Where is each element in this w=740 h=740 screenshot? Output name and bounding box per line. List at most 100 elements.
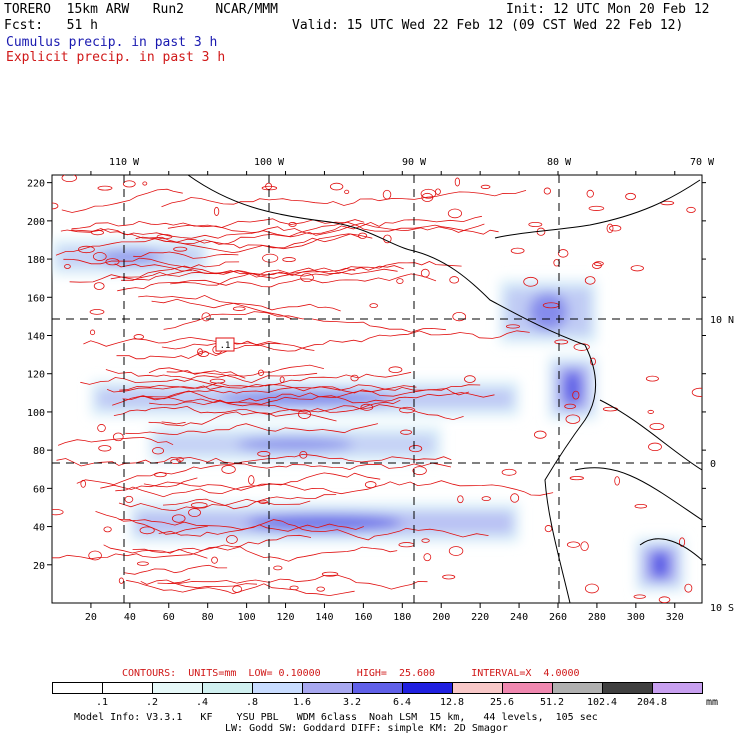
contour-cell-86	[658, 596, 671, 603]
colorbar-cell-0	[52, 682, 103, 694]
contour-cell-81	[197, 350, 209, 357]
contour-line-29	[118, 498, 311, 511]
contour-cell-137	[232, 585, 243, 593]
x-tick-label-6: 140	[315, 612, 333, 623]
contour-cell-37	[442, 574, 456, 580]
contour-cell-38	[544, 525, 553, 533]
contour-cell-0	[136, 561, 149, 566]
contour-cell-12	[505, 324, 520, 329]
contour-cell-42	[360, 403, 374, 411]
contour-cell-21	[584, 583, 599, 594]
contour-line-54	[143, 477, 198, 488]
contour-cell-10	[64, 264, 71, 269]
contour-line-2	[80, 371, 412, 389]
contours-info: CONTOURS: UNITS=mm LOW= 0.10000 HIGH= 25…	[122, 668, 580, 679]
contour-line-15	[162, 494, 337, 510]
y-tick-label-5: 120	[27, 370, 45, 381]
contour-cell-116	[400, 429, 412, 435]
colorbar-cell-4	[252, 682, 303, 694]
contour-cell-57	[686, 206, 696, 213]
colorbar-label-5: 3.2	[342, 697, 362, 708]
contour-cell-59	[133, 334, 145, 340]
contour-cell-85	[420, 188, 437, 199]
y-tick-label-8: 180	[27, 255, 45, 266]
colorbar-label-0: .1	[95, 697, 109, 708]
contour-cell-114	[630, 265, 644, 272]
contour-line-24	[52, 546, 398, 562]
x-tick-label-13: 280	[588, 612, 606, 623]
contour-cell-121	[211, 556, 218, 564]
contour-cell-76	[584, 276, 596, 285]
contour-line-41	[138, 294, 341, 312]
contour-cell-52	[248, 475, 255, 485]
contour-cell-75	[408, 445, 423, 453]
contour-cell-82	[209, 378, 226, 384]
physics-info: LW: Godd SW: Goddard DIFF: simple KM: 2D…	[225, 723, 508, 734]
contour-line-44	[125, 423, 378, 436]
x-tick-label-7: 160	[354, 612, 372, 623]
y-tick-label-6: 140	[27, 332, 45, 343]
contour-cell-14	[122, 180, 136, 188]
precip-core-6	[528, 292, 568, 331]
contour-line-23	[135, 222, 485, 245]
x-tick-label-11: 240	[510, 612, 528, 623]
precip-core-0	[219, 390, 391, 407]
contour-cell-55	[481, 496, 491, 502]
contour-cell-80	[423, 553, 432, 562]
contour-cell-136	[321, 571, 339, 577]
contour-line-47	[148, 411, 337, 427]
contour-cell-17	[565, 414, 581, 424]
contour-cell-135	[457, 495, 464, 504]
contour-cell-53	[112, 432, 124, 442]
contour-cell-77	[52, 508, 64, 516]
contour-line-8	[161, 421, 186, 425]
contour-line-43	[100, 480, 554, 496]
contour-cell-117	[152, 447, 165, 455]
contour-line-17	[103, 544, 208, 559]
precip-core-4	[562, 368, 583, 408]
contour-line-37	[167, 578, 191, 584]
contour-cell-54	[396, 278, 404, 284]
contour-line-10	[132, 534, 312, 553]
contour-line-31	[83, 330, 530, 352]
contour-cell-132	[647, 409, 654, 414]
contour-cell-33	[569, 476, 584, 481]
contour-cell-139	[103, 526, 112, 533]
contour-cell-128	[633, 594, 646, 599]
lon-label-2: 90 W	[402, 157, 427, 168]
contour-cell-127	[412, 466, 427, 476]
contour-line-35	[157, 574, 428, 590]
contour-line-11	[167, 215, 482, 235]
contour-cell-34	[61, 175, 78, 183]
y-tick-label-3: 80	[33, 446, 45, 457]
x-tick-label-12: 260	[549, 612, 567, 623]
contour-cell-46	[572, 390, 580, 400]
colorbar-label-10: 102.4	[586, 697, 618, 708]
contour-cell-11	[448, 546, 464, 556]
contour-line-20	[116, 342, 315, 360]
contour-cell-99	[282, 257, 296, 263]
colorbar-cell-3	[202, 682, 253, 694]
contour-line-45	[118, 519, 208, 535]
contour-cell-58	[257, 451, 271, 457]
contour-cell-105	[625, 192, 636, 201]
contour-cell-23	[297, 409, 312, 419]
contour-cell-30	[449, 276, 460, 284]
contour-cell-7	[118, 577, 124, 584]
colorbar-label-6: 6.4	[392, 697, 412, 708]
y-tick-label-0: 20	[33, 561, 45, 572]
x-tick-label-15: 320	[666, 612, 684, 623]
contour-cell-129	[232, 306, 246, 311]
contour-cell-119	[170, 458, 181, 465]
precip-core-3	[98, 249, 161, 265]
contour-cell-87	[614, 476, 620, 486]
lat-label-2: 10 S	[710, 603, 734, 614]
contour-line-22	[126, 579, 355, 597]
contour-cell-9	[289, 585, 299, 591]
contour-line-25	[105, 364, 324, 380]
x-tick-label-1: 40	[124, 612, 136, 623]
legend-explicit: Explicit precip. in past 3 h	[6, 50, 226, 65]
contour-cell-109	[593, 261, 604, 267]
contour-cell-28	[97, 185, 113, 191]
contour-cell-106	[139, 526, 155, 535]
